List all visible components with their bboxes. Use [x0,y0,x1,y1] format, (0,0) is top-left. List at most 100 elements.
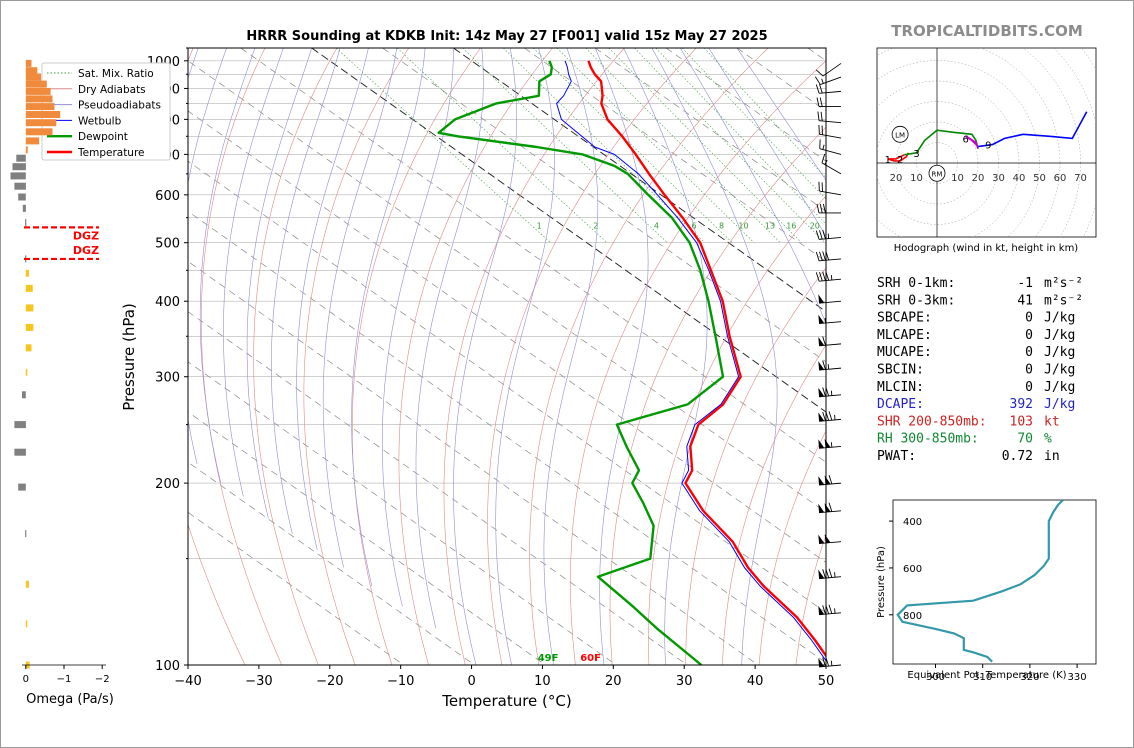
omega-bar [25,580,29,588]
omega-bar [14,421,26,429]
isotherm-line [188,461,475,665]
wind-barb [818,386,842,398]
mixing-ratio-label: 6 [691,221,696,230]
hodograph-ring-label: 20 [890,173,903,184]
sounding-indices: SRH 0-1km: -1 m²s⁻² SRH 0-3km: 41 m²s⁻² SBCAPE… [877,276,1083,464]
wind-barb [815,271,842,282]
mixing-ratio-line [634,48,826,243]
pseudoadiabat [495,48,555,665]
theta-e-y-tick-label: 800 [903,611,922,622]
omega-panel: 0 −1 −2 DGZ DGZ [10,59,110,685]
index-label: MLCIN: [877,380,924,395]
hodograph-height-label: 1 [885,155,891,166]
omega-bar [25,219,27,226]
omega-bar [25,87,51,95]
index-row: SRH 0-3km: 41 m²s⁻² [877,293,1083,308]
y-tick-label: 300 [155,371,180,386]
index-unit: m²s⁻² [1044,276,1083,291]
omega-bar [25,73,42,81]
theta-e-frame [892,499,1097,665]
skewt-profiles [437,60,826,665]
omega-x-axis-label: Omega (Pa/s) [26,692,114,707]
legend-entry: Sat. Mix. Ratio [78,68,154,80]
profile-temperature [587,60,826,658]
omega-bar [25,368,28,376]
isotherm-line [240,48,826,463]
pseudoadiabat [351,48,426,587]
pseudoadiabat [623,48,708,665]
brand-watermark: TROPICALTIDBITS.COM [891,22,1083,40]
dry-adiabat [443,48,625,665]
wind-barb [818,314,842,325]
pseudoadiabat [680,48,826,325]
legend-entry: Temperature [77,147,145,159]
index-label: SBCIN: [877,363,924,378]
pseudoadiabat [415,48,484,629]
y-tick-label: 100 [155,659,180,674]
theta-e-y-tick-label: 600 [903,564,922,575]
dry-adiabat [487,48,697,665]
omega-bar [25,344,32,352]
omega-bar [14,448,26,456]
legend-entry: Wetbulb [78,115,122,127]
index-label: DCAPE: [877,397,924,412]
index-row: DCAPE: 392 J/kg [877,397,1075,412]
index-label: SBCAPE: [877,311,932,326]
theta-e-y-axis-label: Pressure (hPa) [876,546,887,618]
hodograph-content: 20 10 10 20 30 40 50 60 70 LM RM 1 23 6 9 [877,48,1096,237]
mixing-ratio-label: 10 [738,221,748,230]
x-tick-label: 50 [818,674,835,689]
omega-bar [25,59,32,67]
index-value: 0 [1025,345,1033,360]
omega-bar [25,284,33,292]
theta-e-x-tick-label: 310 [973,672,992,683]
dry-adiabat [722,344,826,665]
pseudoadiabat [199,48,256,484]
index-label: MLCAPE: [877,328,932,343]
x-tick-label: 30 [676,674,693,689]
index-unit: kt [1044,414,1060,429]
hodograph-trace [977,111,1088,148]
omega-bar [22,391,26,399]
hodograph-height-label: 9 [985,141,991,152]
omega-bar [25,119,57,127]
wind-barb [818,181,842,196]
dry-adiabat [685,267,826,665]
omega-bar [25,137,40,145]
index-label: SRH 0-1km: [877,276,955,291]
index-value: 392 [1010,397,1033,412]
isotherm-line [188,411,546,665]
index-value: 41 [1017,293,1033,308]
pseudoadiabat [453,48,517,665]
dry-adiabat [398,48,553,665]
mixing-ratio-label: 20 [810,221,820,230]
pseudoadiabat [296,48,369,551]
legend-entry: Pseudoadiabats [78,100,161,112]
isotherm-line [188,210,826,664]
surface-temperature-label: 60F [580,653,601,664]
legend-entry: Dry Adiabats [78,84,146,96]
x-tick-label: −30 [245,674,272,689]
index-row: MUCAPE: 0 J/kg [877,345,1075,360]
index-label: PWAT: [877,449,916,464]
omega-bar [16,154,26,162]
dgz-label: DGZ [73,229,99,242]
mixing-ratio-label: 2 [593,221,598,230]
theta-e-content [896,500,1064,663]
hodograph-ring-label: 10 [951,173,964,184]
hodograph-ring-label: 20 [972,173,985,184]
wind-barb [814,76,842,85]
theta-e-profile [896,500,1064,663]
x-tick-label: 20 [605,674,622,689]
y-tick-label: 500 [155,237,180,252]
omega-bar [12,163,26,171]
hodograph-ring-label: 40 [1013,173,1026,184]
hodograph-ring-label: 10 [910,173,923,184]
wind-barbs [814,63,842,668]
theta-e-panel: 300 310 320 330 400 600 800 [889,499,1097,683]
index-value: 0 [1025,380,1033,395]
omega-x-tick-label: 0 [23,674,29,685]
x-tick-label: 10 [534,674,551,689]
omega-bar [25,304,34,312]
